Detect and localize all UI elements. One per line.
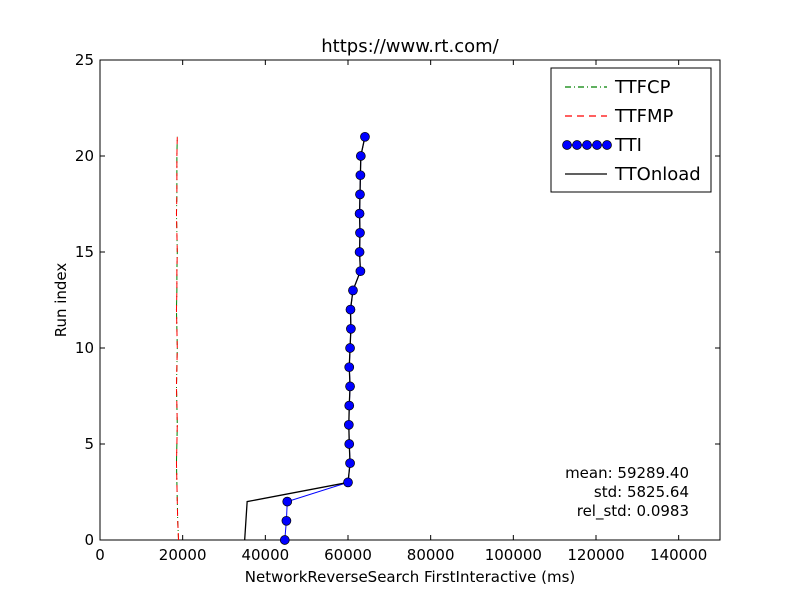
series-line-ttfmp [175, 136, 180, 541]
tti-point [355, 151, 366, 161]
legend-marker-tti [592, 140, 602, 150]
tti-point [346, 323, 356, 334]
legend-marker-tti [572, 140, 582, 150]
x-tick-label: 40000 [241, 546, 289, 564]
axes-frame [99, 59, 721, 541]
legend-label-ttfmp: TTFMP [614, 106, 674, 127]
y-tick-label: 0 [84, 531, 94, 549]
tti-point [355, 227, 365, 238]
stat-std: std: 5825.64 [594, 483, 689, 501]
y-axis-label: Run index [52, 263, 70, 338]
chart-title: https://www.rt.com/ [321, 36, 499, 57]
tti-point [344, 362, 355, 373]
tti-point [344, 439, 355, 449]
y-tick-label: 25 [75, 51, 94, 69]
legend-marker-tti [562, 140, 572, 150]
x-tick-label: 0 [95, 546, 105, 564]
legend-label-tti: TTI [614, 135, 642, 156]
y-tick-label: 20 [75, 147, 94, 165]
stat-mean: mean: 59289.40 [565, 464, 689, 482]
series-layer [175, 131, 370, 545]
tti-point [345, 381, 355, 392]
legend-entries: TTFCP TTFMP TTI TTOnload [562, 77, 701, 185]
x-tick-label: 60000 [324, 546, 372, 564]
tti-point [282, 496, 293, 507]
tti-point [354, 208, 365, 219]
tti-point [281, 515, 292, 526]
legend-marker-tti [582, 140, 592, 150]
tti-point [354, 247, 365, 257]
x-tick-label: 140000 [650, 546, 707, 564]
legend: TTFCP TTFMP TTI TTOnload [550, 67, 712, 193]
legend-label-ttfcp: TTFCP [614, 77, 671, 98]
stats-annotation: mean: 59289.40 std: 5825.64 rel_std: 0.0… [565, 464, 689, 521]
y-tick-label: 10 [75, 339, 94, 357]
series-line-ttonload [244, 136, 366, 541]
tti-point [343, 419, 354, 430]
tti-point [343, 477, 353, 488]
ticks-layer: 0 20000 40000 60000 80000 100000 120000 140000 0… [75, 51, 720, 564]
stat-rel-std: rel_std: 0.0983 [577, 502, 689, 521]
series-line-ttfcp [175, 136, 180, 541]
tti-point [345, 458, 355, 469]
x-tick-label: 20000 [159, 546, 207, 564]
legend-label-ttonload: TTOnload [614, 164, 701, 185]
tti-point [279, 535, 290, 545]
x-tick-label: 100000 [485, 546, 542, 564]
tti-point [345, 304, 356, 315]
tti-point [355, 189, 365, 200]
legend-box [550, 67, 712, 193]
y-tick-label: 15 [75, 243, 94, 261]
x-tick-label: 120000 [567, 546, 624, 564]
tti-point [355, 266, 366, 277]
y-tick-label: 5 [84, 435, 94, 453]
plot-area: 0 20000 40000 60000 80000 100000 120000 140000 0… [75, 51, 721, 564]
x-tick-label: 80000 [407, 546, 455, 564]
tti-point [344, 400, 355, 411]
legend-marker-tti [602, 140, 612, 150]
tti-point [360, 131, 370, 142]
x-axis-label: NetworkReverseSearch FirstInteractive (m… [245, 568, 576, 586]
tti-point [348, 285, 358, 296]
tti-point [355, 170, 366, 181]
tti-point [345, 343, 355, 353]
